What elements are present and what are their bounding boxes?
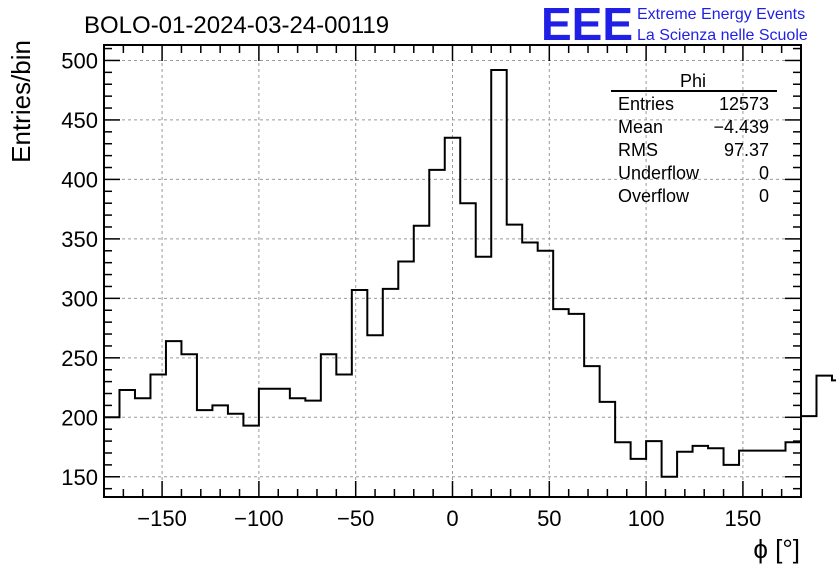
histogram-bin (615, 442, 630, 497)
histogram-bin (832, 380, 836, 497)
histogram-bin (336, 374, 351, 497)
x-tick-label: 0 (446, 506, 458, 531)
eee-logo-line1: Extreme Energy Events (637, 6, 805, 23)
histogram-bin (600, 402, 615, 497)
x-tick-label: −100 (234, 506, 284, 531)
y-tick-label: 400 (61, 167, 98, 192)
stats-label-overflow: Overflow (618, 186, 690, 206)
histogram-bin (181, 354, 196, 497)
histogram-bin (584, 366, 599, 497)
grid-lines (104, 45, 801, 497)
histogram-bin (646, 441, 661, 497)
plot-frame (103, 44, 802, 498)
stats-label-mean: Mean (618, 117, 663, 137)
histogram-bin (166, 341, 181, 497)
histogram-bin (693, 446, 708, 497)
histogram-bin (460, 203, 475, 497)
y-tick-label: 250 (61, 346, 98, 371)
histogram-bin (708, 448, 723, 497)
eee-logo-line2: La Scienza nelle Scuole (637, 27, 808, 44)
histogram-bin (321, 354, 336, 497)
histogram-bin (445, 138, 460, 497)
histogram-bin (135, 398, 150, 497)
histogram-bin (104, 417, 119, 497)
y-tick-label: 300 (61, 286, 98, 311)
x-tick-label: 100 (628, 506, 665, 531)
y-tick-label: 150 (61, 465, 98, 490)
x-tick-label: 150 (725, 506, 762, 531)
histogram-bin (538, 251, 553, 497)
stats-value-mean: −4.439 (713, 117, 769, 137)
stats-value-underflow: 0 (759, 163, 769, 183)
histogram-outline (104, 68, 836, 478)
x-tick-label: −150 (137, 506, 187, 531)
histogram-bin (755, 451, 770, 497)
stats-label-rms: RMS (618, 140, 658, 160)
histogram-bin (398, 261, 413, 497)
y-tick-label: 200 (61, 405, 98, 430)
axis-ticks (103, 45, 802, 497)
stats-value-overflow: 0 (759, 186, 769, 206)
eee-logo-mark: EEE (541, 0, 633, 50)
stats-label-entries: Entries (618, 94, 674, 114)
histogram-bin (569, 314, 584, 497)
stats-box: Phi Entries 12573 Mean −4.439 RMS 97.37 … (611, 71, 777, 206)
histogram-bin (414, 226, 429, 497)
histogram-bin (739, 451, 754, 497)
histogram-bin (770, 451, 785, 497)
histogram-bin (522, 242, 537, 497)
stats-title: Phi (680, 71, 706, 91)
histogram-bin (476, 257, 491, 497)
histogram-bin (786, 442, 801, 497)
histogram-bin (228, 414, 243, 497)
histogram-bin (662, 477, 677, 497)
histogram-bin (352, 290, 367, 497)
x-tick-label: −50 (337, 506, 374, 531)
histogram-bin (212, 405, 227, 497)
histogram-bin (243, 426, 258, 497)
histogram-bin (801, 416, 816, 497)
histogram-bin (724, 465, 739, 497)
histogram-bin (553, 309, 568, 497)
run-title: BOLO-01-2024-03-24-00119 (84, 12, 389, 39)
histogram-bin (290, 398, 305, 497)
histogram-bin (631, 459, 646, 497)
tick-labels: −150 −100 −50 0 50 100 150 150 200 250 300 350 400 45… (61, 48, 761, 531)
histogram-bin (197, 410, 212, 497)
histogram-bin (367, 335, 382, 497)
histogram-bin (677, 452, 692, 497)
y-tick-label: 350 (61, 227, 98, 252)
stats-label-underflow: Underflow (618, 163, 700, 183)
histogram-bin (507, 225, 522, 497)
histogram-bin (491, 70, 506, 497)
x-axis-title: ϕ [°] (753, 534, 800, 564)
histogram-bin (274, 389, 289, 497)
y-tick-label: 450 (61, 108, 98, 133)
y-axis-title: Entries/bin (6, 40, 36, 163)
histogram-bin (150, 374, 165, 497)
x-tick-label: 50 (537, 506, 561, 531)
histogram-bin (816, 376, 831, 497)
histogram-bin (429, 170, 444, 497)
histogram-bin (119, 390, 134, 497)
histogram-bin (383, 289, 398, 497)
y-tick-label: 500 (61, 48, 98, 73)
histogram-bin (259, 389, 274, 497)
histogram-bin (305, 401, 320, 497)
stats-value-entries: 12573 (719, 94, 769, 114)
stats-value-rms: 97.37 (724, 140, 769, 160)
